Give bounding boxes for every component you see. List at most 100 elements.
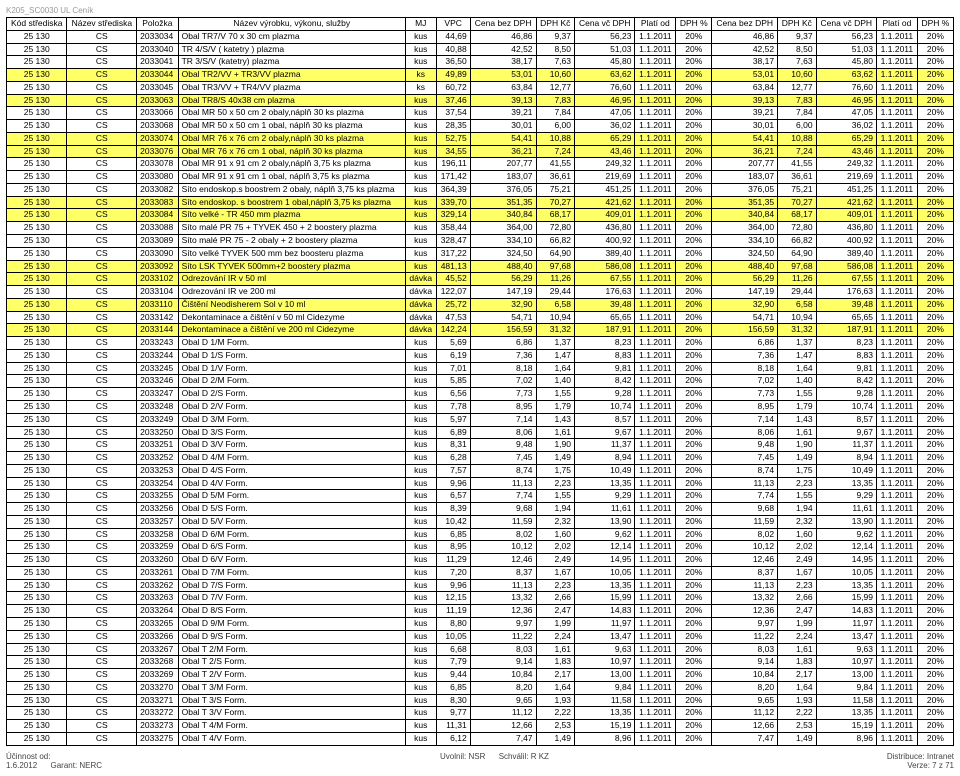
cell: 39,21 — [712, 107, 778, 120]
cell: 1.1.2011 — [877, 183, 918, 196]
cell: 6,89 — [436, 426, 470, 439]
cell: 6,00 — [536, 120, 574, 133]
cell: 7,79 — [436, 656, 470, 669]
cell: 2,17 — [536, 669, 574, 682]
cell: 20% — [917, 235, 953, 248]
cell: 13,47 — [816, 630, 876, 643]
cell: kus — [405, 528, 436, 541]
cell: CS — [67, 158, 137, 171]
cell: 13,32 — [712, 592, 778, 605]
cell: 1,49 — [778, 732, 816, 745]
cell: 36,61 — [536, 171, 574, 184]
cell: CS — [67, 30, 137, 43]
cell: Obal D 1/V Form. — [178, 362, 405, 375]
cell: 20% — [676, 669, 712, 682]
cell: CS — [67, 56, 137, 69]
cell: 1.1.2011 — [635, 171, 676, 184]
cell: 2,53 — [778, 720, 816, 733]
cell: 45,80 — [575, 56, 635, 69]
cell: 25 130 — [7, 503, 67, 516]
cell: 20% — [676, 605, 712, 618]
cell: 63,62 — [816, 69, 876, 82]
cell: 1,61 — [536, 643, 574, 656]
cell: 39,48 — [575, 298, 635, 311]
cell: 13,47 — [575, 630, 635, 643]
cell: 25 130 — [7, 171, 67, 184]
cell: CS — [67, 541, 137, 554]
cell: 20% — [917, 630, 953, 643]
cell: 9,84 — [575, 681, 635, 694]
cell: 10,84 — [470, 669, 536, 682]
cell: 1,49 — [778, 452, 816, 465]
cell: 1,83 — [536, 656, 574, 669]
cell: 11,59 — [470, 515, 536, 528]
cell: Obal TR8/S 40x38 cm plazma — [178, 94, 405, 107]
cell: 20% — [676, 349, 712, 362]
cell: 20% — [676, 196, 712, 209]
cell: 20% — [676, 413, 712, 426]
cell: 1.1.2011 — [635, 260, 676, 273]
cell: 40,88 — [436, 43, 470, 56]
cell: 20% — [676, 209, 712, 222]
cell: Obal T 4/M Form. — [178, 720, 405, 733]
cell: 12,46 — [470, 554, 536, 567]
cell: 25 130 — [7, 286, 67, 299]
cell: Obal TR3/VV + TR4/VV plazma — [178, 81, 405, 94]
cell: 10,05 — [816, 566, 876, 579]
footer-approved: Schválil: R KZ — [499, 752, 549, 761]
cell: 20% — [917, 605, 953, 618]
cell: CS — [67, 656, 137, 669]
cell: 1.1.2011 — [635, 337, 676, 350]
cell: 2033104 — [137, 286, 178, 299]
cell: 2033076 — [137, 145, 178, 158]
cell: 31,32 — [536, 324, 574, 337]
cell: 1,55 — [536, 490, 574, 503]
cell: 11,37 — [816, 439, 876, 452]
cell: 68,17 — [778, 209, 816, 222]
cell: 10,49 — [816, 464, 876, 477]
cell: CS — [67, 273, 137, 286]
cell: Obal T 3/S Form. — [178, 694, 405, 707]
cell: 20% — [676, 286, 712, 299]
cell: 1.1.2011 — [635, 69, 676, 82]
cell: kus — [405, 464, 436, 477]
cell: 25 130 — [7, 132, 67, 145]
cell: 1.1.2011 — [877, 235, 918, 248]
cell: 2033246 — [137, 375, 178, 388]
cell: 1,60 — [536, 528, 574, 541]
cell: 25 130 — [7, 145, 67, 158]
cell: 2033040 — [137, 43, 178, 56]
cell: 1.1.2011 — [877, 400, 918, 413]
col-header: Cena bez DPH — [712, 18, 778, 31]
cell: 2,53 — [536, 720, 574, 733]
cell: 7,83 — [778, 94, 816, 107]
cell: 12,66 — [712, 720, 778, 733]
cell: 2033250 — [137, 426, 178, 439]
table-row: 25 130CS2033254Obal D 4/V Form.kus9,9611… — [7, 477, 954, 490]
cell: 334,10 — [712, 235, 778, 248]
table-row: 25 130CS2033076Obal MR 76 x 76 cm 1 obal… — [7, 145, 954, 158]
cell: 53,01 — [470, 69, 536, 82]
cell: 9,65 — [712, 694, 778, 707]
cell: 12,77 — [778, 81, 816, 94]
cell: CS — [67, 196, 137, 209]
cell: 9,81 — [816, 362, 876, 375]
cell: CS — [67, 566, 137, 579]
cell: 20% — [676, 452, 712, 465]
cell: 43,46 — [816, 145, 876, 158]
cell: 56,29 — [712, 273, 778, 286]
cell: 20% — [676, 235, 712, 248]
cell: 1.1.2011 — [877, 490, 918, 503]
cell: 29,44 — [778, 286, 816, 299]
cell: 20% — [917, 94, 953, 107]
cell: 6,57 — [436, 490, 470, 503]
cell: 1.1.2011 — [877, 286, 918, 299]
cell: 31,32 — [778, 324, 816, 337]
cell: kus — [405, 349, 436, 362]
cell: Obal D 3/S Form. — [178, 426, 405, 439]
cell: 2,32 — [536, 515, 574, 528]
cell: 20% — [676, 656, 712, 669]
cell: 2033265 — [137, 617, 178, 630]
cell: 20% — [917, 107, 953, 120]
cell: CS — [67, 490, 137, 503]
